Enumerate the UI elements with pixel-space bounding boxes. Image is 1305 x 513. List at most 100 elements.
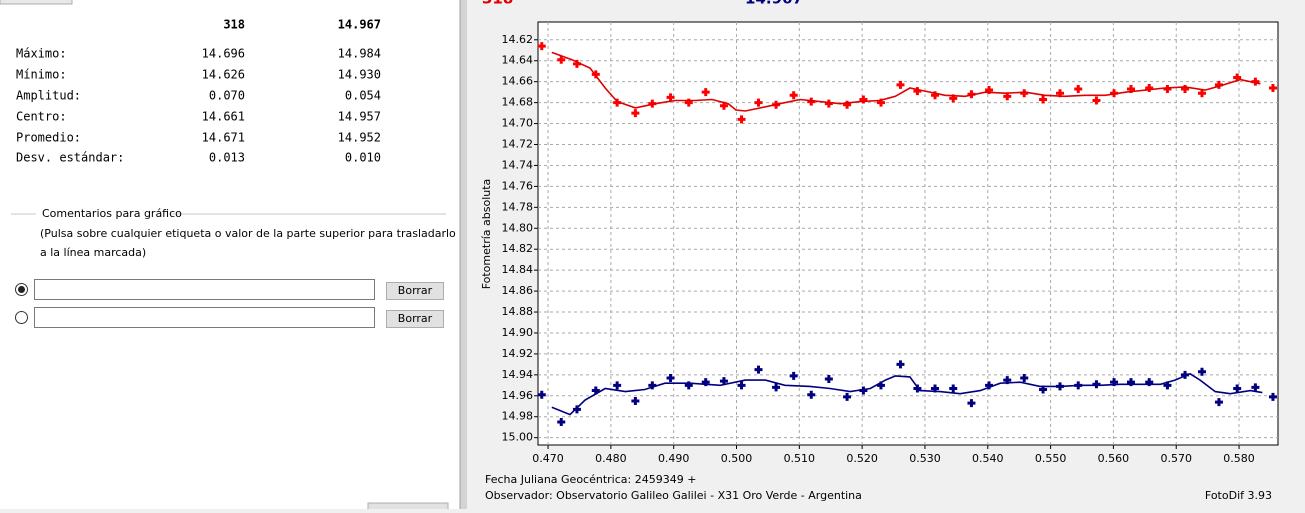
data-point — [1127, 85, 1136, 94]
radio-selected[interactable] — [15, 283, 28, 296]
stat-value: 14.984 — [338, 47, 381, 61]
data-point — [1233, 384, 1242, 393]
data-point — [807, 390, 816, 399]
data-point — [824, 375, 833, 384]
data-point — [913, 87, 922, 96]
x-tick-label: 0.520 — [846, 452, 878, 465]
clear-button[interactable]: Borrar — [386, 310, 444, 328]
data-point — [1039, 95, 1048, 104]
data-point — [985, 86, 994, 95]
data-point — [613, 98, 622, 107]
y-tick-label: 14.86 — [502, 284, 534, 297]
data-point — [1251, 77, 1260, 86]
x-tick-label: 0.560 — [1098, 452, 1130, 465]
data-point — [1163, 85, 1172, 94]
data-point — [631, 397, 640, 406]
stat-label: Promedio: — [16, 131, 81, 145]
data-point — [572, 59, 581, 68]
data-point — [843, 392, 852, 401]
data-point — [1181, 85, 1190, 94]
data-point — [1110, 378, 1119, 387]
data-point — [1074, 85, 1083, 94]
data-point — [1214, 398, 1223, 407]
column-header: 318 — [223, 18, 245, 32]
data-point — [684, 381, 693, 390]
stat-value: 14.626 — [202, 68, 245, 82]
data-point — [684, 98, 693, 107]
data-point — [719, 101, 728, 110]
top-label: 318 — [482, 0, 513, 8]
y-tick-label: 14.66 — [502, 75, 534, 88]
y-tick-label: 14.74 — [502, 158, 534, 171]
help-text: a la línea marcada) — [40, 246, 146, 259]
tab — [0, 0, 73, 5]
data-point — [859, 95, 868, 104]
stat-value: 0.013 — [209, 151, 245, 165]
y-tick-label: 14.92 — [502, 347, 534, 360]
data-point — [737, 115, 746, 124]
comment-input[interactable] — [34, 307, 375, 328]
data-point — [1145, 378, 1154, 387]
data-point — [1268, 83, 1277, 92]
data-point — [648, 381, 657, 390]
x-tick-label: 0.530 — [909, 452, 941, 465]
data-point — [949, 384, 958, 393]
stat-label: Mínimo: — [16, 68, 67, 82]
x-tick-label: 0.570 — [1160, 452, 1192, 465]
clear-button[interactable]: Borrar — [386, 282, 444, 300]
data-point — [772, 383, 781, 392]
plot-area — [537, 21, 1279, 446]
y-tick-label: 14.76 — [502, 179, 534, 192]
data-point — [666, 373, 675, 382]
comment-input[interactable] — [34, 279, 375, 300]
y-tick-label: 14.94 — [502, 368, 534, 381]
data-point — [931, 91, 940, 100]
data-point — [631, 109, 640, 118]
stat-label: Máximo: — [16, 47, 67, 61]
stat-label: Desv. estándar: — [16, 151, 124, 165]
data-point — [754, 98, 763, 107]
data-point — [789, 91, 798, 100]
data-point — [1039, 385, 1048, 394]
smooth-line — [551, 372, 1263, 416]
data-point — [613, 381, 622, 390]
stat-label: Amplitud: — [16, 89, 81, 103]
y-tick-label: 15.00 — [502, 431, 534, 444]
stat-value: 14.671 — [202, 131, 245, 145]
y-tick-label: 14.64 — [502, 54, 534, 67]
data-point — [1163, 381, 1172, 390]
x-tick-label: 0.540 — [972, 452, 1004, 465]
y-tick-label: 14.90 — [502, 326, 534, 339]
x-tick-label: 0.510 — [784, 452, 816, 465]
y-tick-label: 14.82 — [502, 242, 534, 255]
data-point — [1197, 89, 1206, 98]
y-tick-label: 14.96 — [502, 389, 534, 402]
stat-value: 14.957 — [338, 110, 381, 124]
data-point — [666, 93, 675, 102]
stat-value: 14.952 — [338, 131, 381, 145]
column-header: 14.967 — [338, 18, 381, 32]
footer-date: Fecha Juliana Geocéntrica: 2459349 + — [485, 473, 696, 486]
stat-value: 0.070 — [209, 89, 245, 103]
data-point — [1251, 383, 1260, 392]
data-point — [807, 97, 816, 106]
help-text: (Pulsa sobre cualquier etiqueta o valor … — [40, 227, 456, 240]
data-point — [789, 371, 798, 380]
y-tick-label: 14.62 — [502, 33, 534, 46]
data-point — [1092, 380, 1101, 389]
data-point — [1197, 367, 1206, 376]
stat-label: Centro: — [16, 110, 67, 124]
left-panel — [0, 0, 460, 509]
radio[interactable] — [15, 311, 28, 324]
stat-value: 14.661 — [202, 110, 245, 124]
data-point — [1214, 80, 1223, 89]
data-point — [701, 88, 710, 97]
data-point — [1127, 378, 1136, 387]
data-point — [967, 399, 976, 408]
footer-version: FotoDif 3.93 — [1205, 489, 1272, 502]
y-tick-label: 14.72 — [502, 138, 534, 151]
data-point — [572, 405, 581, 414]
data-point — [1020, 373, 1029, 382]
